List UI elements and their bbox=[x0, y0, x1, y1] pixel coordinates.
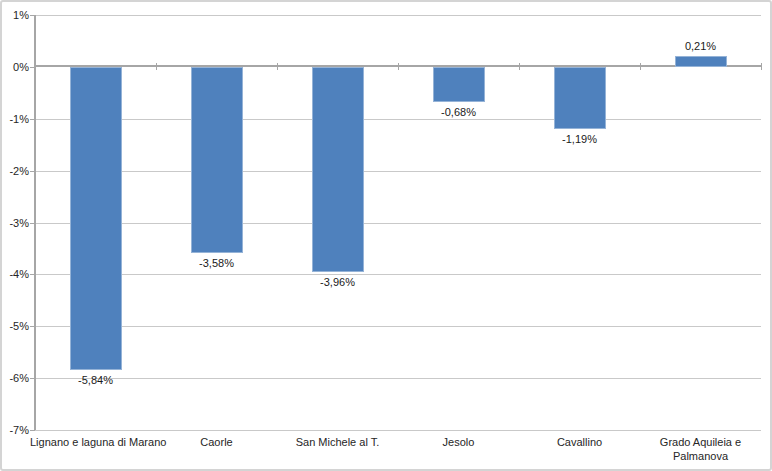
x-axis-tick bbox=[156, 63, 157, 70]
x-category-label-line: Cavallino bbox=[514, 435, 645, 449]
gridline bbox=[35, 430, 761, 431]
x-category-label: Jesolo bbox=[393, 435, 524, 449]
bar bbox=[554, 67, 606, 129]
x-category-label-line: Caorle bbox=[151, 435, 282, 449]
y-tick-label: -4% bbox=[2, 268, 29, 281]
bar-value-label: -5,84% bbox=[51, 374, 141, 387]
bar-value-label: -3,58% bbox=[172, 257, 262, 270]
bar-chart-frame: 1% 0% -1% -2% -3% -4% -5% -6% -7% -5,84% Lignano e… bbox=[0, 0, 772, 471]
y-tick-label: -1% bbox=[2, 113, 29, 126]
x-category-label-line: Jesolo bbox=[393, 435, 524, 449]
bar-value-label: 0,21% bbox=[656, 40, 746, 53]
x-category-label-line: Palmanova bbox=[635, 449, 766, 463]
x-axis-tick bbox=[519, 63, 520, 70]
bar bbox=[675, 56, 727, 67]
x-category-label: Cavallino bbox=[514, 435, 645, 449]
x-category-label: San Michele al T. bbox=[272, 435, 403, 449]
x-category-label: Lignano e laguna di Marano bbox=[30, 435, 161, 449]
y-axis-line bbox=[34, 15, 36, 430]
y-tick-label: -2% bbox=[2, 165, 29, 178]
plot-area: 1% 0% -1% -2% -3% -4% -5% -6% -7% -5,84% Lignano e… bbox=[2, 2, 770, 469]
x-axis-tick bbox=[35, 63, 36, 70]
x-axis-tick bbox=[761, 63, 762, 70]
y-tick-label: -7% bbox=[2, 424, 29, 437]
y-tick-label: -6% bbox=[2, 372, 29, 385]
x-category-label: Caorle bbox=[151, 435, 282, 449]
gridline bbox=[35, 119, 761, 120]
bar bbox=[191, 67, 243, 253]
x-axis-tick bbox=[277, 63, 278, 70]
y-tick-label: 1% bbox=[2, 9, 29, 22]
x-axis-tick bbox=[398, 63, 399, 70]
x-category-label: Grado Aquileia ePalmanova bbox=[635, 435, 766, 463]
bar-value-label: -0,68% bbox=[414, 106, 504, 119]
bar-value-label: -1,19% bbox=[535, 133, 625, 146]
bar bbox=[70, 67, 122, 370]
gridline bbox=[35, 15, 761, 16]
bar-value-label: -3,96% bbox=[293, 276, 383, 289]
gridline bbox=[35, 171, 761, 172]
x-axis-tick bbox=[640, 63, 641, 70]
y-tick-label: -5% bbox=[2, 320, 29, 333]
y-tick-label: 0% bbox=[2, 61, 29, 74]
x-category-label-line: San Michele al T. bbox=[272, 435, 403, 449]
gridline bbox=[35, 378, 761, 379]
y-axis-tick bbox=[30, 430, 35, 431]
y-tick-label: -3% bbox=[2, 217, 29, 230]
gridline bbox=[35, 326, 761, 327]
bar bbox=[433, 67, 485, 102]
gridline bbox=[35, 223, 761, 224]
bar bbox=[312, 67, 364, 272]
x-category-label-line: Grado Aquileia e bbox=[635, 435, 766, 449]
gridline bbox=[35, 274, 761, 275]
x-category-label-line: Lignano e laguna di Marano bbox=[30, 435, 161, 449]
